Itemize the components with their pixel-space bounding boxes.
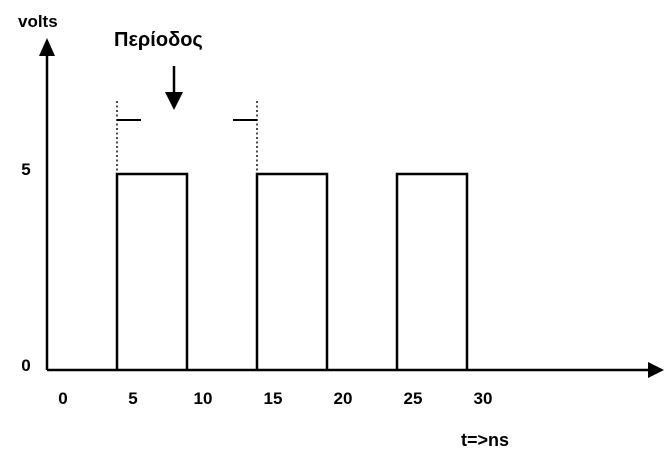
x-tick-label: 15 (264, 389, 283, 408)
x-axis-label: t=>ns (461, 430, 509, 450)
period-arrow-head (165, 92, 183, 110)
y-axis-label: volts (18, 12, 58, 31)
period-marker (116, 66, 258, 174)
x-tick-label: 20 (334, 389, 353, 408)
x-tick-label: 30 (474, 389, 493, 408)
labels: volts Περίοδος t=>ns (18, 12, 509, 450)
y-tick-label: 5 (21, 160, 30, 179)
x-axis-arrowhead (648, 362, 664, 378)
x-tick-label: 25 (404, 389, 423, 408)
x-tick-label: 0 (58, 389, 67, 408)
axes (39, 38, 664, 378)
y-tick-label: 0 (21, 356, 30, 375)
period-label: Περίοδος (114, 29, 203, 51)
y-tick-labels: 05 (21, 160, 30, 375)
x-tick-label: 5 (128, 389, 137, 408)
pulse-2 (255, 172, 329, 370)
pulse-1 (115, 172, 189, 370)
x-tick-label: 10 (194, 389, 213, 408)
pulse-3 (395, 172, 469, 370)
y-axis-arrowhead (39, 38, 55, 56)
x-tick-labels: 0 5 10 15 20 25 30 (58, 389, 492, 408)
signal-waveform (115, 172, 469, 370)
